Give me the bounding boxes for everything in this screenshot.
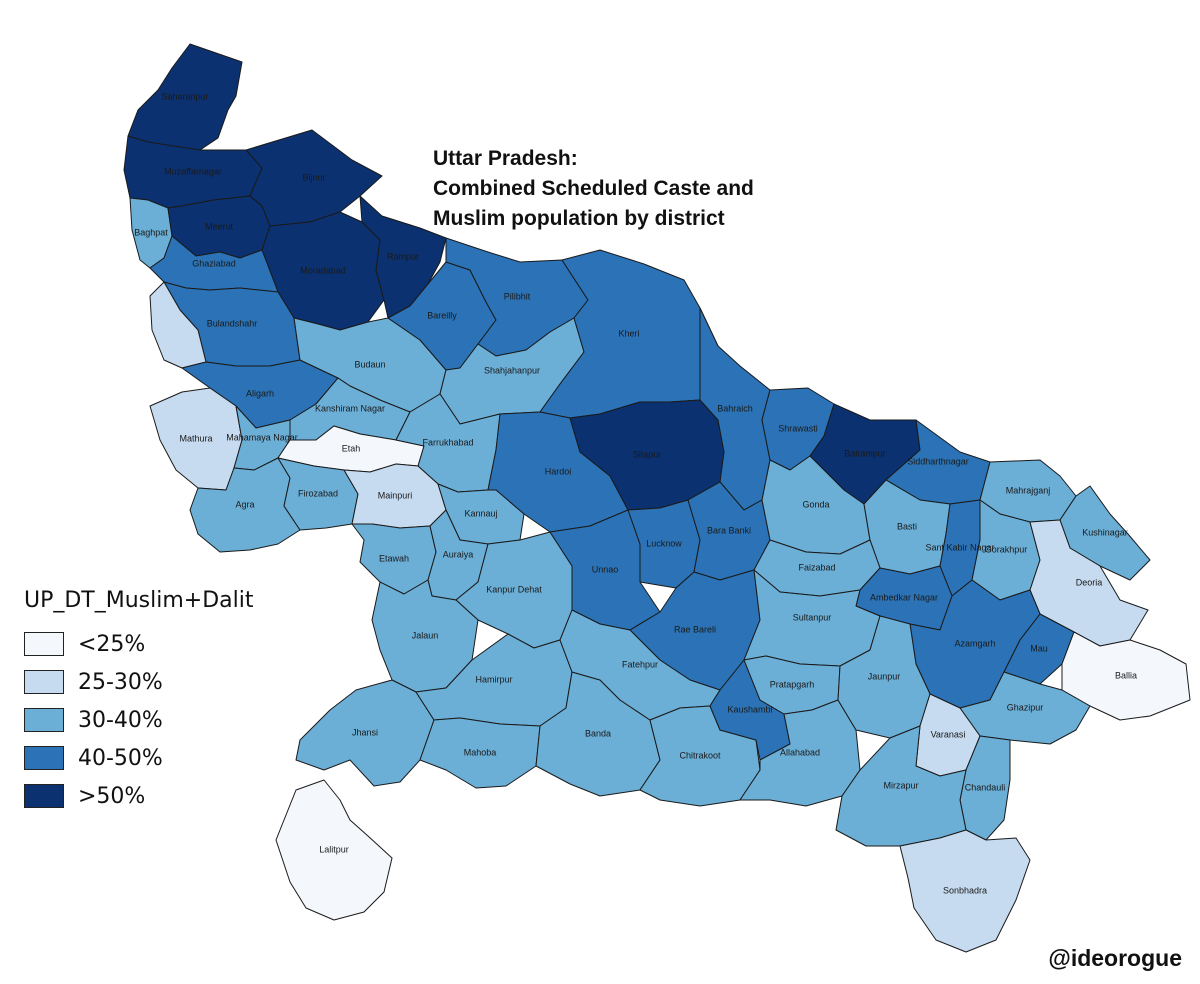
district-label: Meerut [205, 221, 234, 231]
legend-item: <25% [24, 625, 254, 663]
district-label: Rampur [387, 251, 419, 261]
district-label: Mau [1030, 643, 1048, 653]
district-label: Etawah [379, 553, 409, 563]
district-label: Jhansi [352, 727, 378, 737]
district-label: Kushinagar [1082, 527, 1128, 537]
district-label: Varanasi [931, 729, 966, 739]
district-lalitpur [275, 779, 393, 921]
legend-title: UP_DT_Muslim+Dalit [24, 588, 254, 613]
district-label: Chandauli [965, 782, 1006, 792]
district-label: Ghaziabad [192, 258, 236, 268]
title-line-2: Combined Scheduled Caste and [433, 177, 754, 200]
district-label: Fatehpur [622, 659, 658, 669]
district-label: Shrawasti [778, 423, 818, 433]
district-label: Sitapur [633, 449, 662, 459]
district-label: Banda [585, 728, 611, 738]
district-label: Bareilly [427, 310, 457, 320]
district-label: Bara Banki [707, 525, 751, 535]
legend-label: >50% [78, 783, 146, 809]
district-label: Kanshiram Nagar [315, 403, 385, 413]
district-label: Muzaffarnagar [164, 166, 222, 176]
district-label: Unnao [592, 564, 619, 574]
district-label: Kaushambi [727, 704, 772, 714]
district-label: Sonbhadra [943, 885, 987, 895]
district-label: Mahoba [464, 747, 497, 757]
title-line-3: Muslim population by district [433, 207, 725, 230]
district-mirzapur [835, 725, 967, 847]
district-label: Mahrajganj [1006, 485, 1051, 495]
district-label: Balrampur [844, 448, 886, 458]
legend-label: 40-50% [78, 745, 163, 771]
district-label: Chitrakoot [679, 750, 721, 760]
district-label: Pilibhit [504, 291, 531, 301]
district-label: Sant Kabir Nagar [925, 542, 994, 552]
district-label: Hardoi [545, 466, 572, 476]
legend-item: >50% [24, 777, 254, 815]
district-label: Mahamaya Nagar [226, 432, 298, 442]
district-sonbhadra [899, 829, 1031, 953]
district-label: Pratapgarh [770, 679, 815, 689]
district-label: Mathura [179, 433, 212, 443]
legend-swatch [24, 670, 64, 694]
district-label: Basti [897, 521, 917, 531]
district-label: Allahabad [780, 747, 820, 757]
district-jaunpur [837, 615, 931, 739]
district-label: Hamirpur [475, 674, 512, 684]
district-label: Agra [235, 499, 254, 509]
district-label: Moradabad [300, 265, 346, 275]
district-label: Faizabad [798, 562, 835, 572]
legend-swatch [24, 746, 64, 770]
district-label: Shahjahanpur [484, 365, 540, 375]
district-label: Ballia [1115, 670, 1137, 680]
district-label: Lucknow [646, 538, 682, 548]
legend-swatch [24, 784, 64, 808]
district-firozabad [277, 457, 359, 531]
district-label: Jaunpur [868, 671, 901, 681]
map-title: Uttar Pradesh: Combined Scheduled Caste … [433, 144, 754, 234]
district-label: Sultanpur [793, 612, 832, 622]
legend-item: 40-50% [24, 739, 254, 777]
district-label: Etah [342, 443, 361, 453]
district-label: Mirzapur [883, 780, 918, 790]
district-label: Deoria [1076, 577, 1103, 587]
district-label: Bulandshahr [207, 318, 258, 328]
district-label: Auraiya [443, 549, 474, 559]
district-label: Gonda [802, 499, 829, 509]
district-label: Gorakhpur [985, 544, 1028, 554]
title-line-1: Uttar Pradesh: [433, 147, 578, 170]
district-label: Farrukhabad [422, 437, 473, 447]
district-label: Lalitpur [319, 844, 349, 854]
legend: UP_DT_Muslim+Dalit <25% 25-30% 30-40% 40… [24, 588, 254, 815]
district-label: Baghpat [134, 227, 168, 237]
district-label: Kannauj [464, 508, 497, 518]
district-mahoba [419, 717, 541, 789]
district-label: Ambedkar Nagar [870, 592, 938, 602]
legend-label: 25-30% [78, 669, 163, 695]
district-label: Bijnor [302, 172, 325, 182]
author-credit: @ideorogue [1048, 945, 1182, 971]
district-label: Saharanpur [161, 91, 208, 101]
district-label: Firozabad [298, 488, 338, 498]
district-label: Siddharthnagar [907, 456, 969, 466]
district-label: Bahraich [717, 403, 753, 413]
legend-item: 25-30% [24, 663, 254, 701]
legend-item: 30-40% [24, 701, 254, 739]
legend-swatch [24, 632, 64, 656]
district-label: Rae Bareli [674, 624, 716, 634]
district-label: Budaun [354, 359, 385, 369]
district-label: Azamgarh [954, 638, 995, 648]
legend-label: 30-40% [78, 707, 163, 733]
legend-swatch [24, 708, 64, 732]
district-label: Aligarh [246, 388, 274, 398]
district-label: Ghazipur [1007, 702, 1044, 712]
district-label: Kanpur Dehat [486, 584, 542, 594]
district-label: Jalaun [412, 630, 439, 640]
legend-label: <25% [78, 631, 146, 657]
district-label: Mainpuri [378, 490, 413, 500]
district-label: Kheri [618, 328, 639, 338]
